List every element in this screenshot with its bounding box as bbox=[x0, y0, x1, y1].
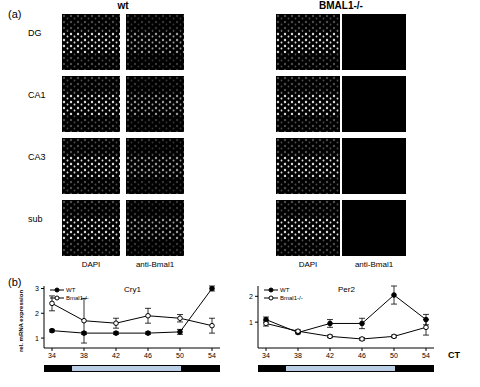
svg-text:42: 42 bbox=[326, 352, 334, 359]
html-text:anti-Bmal1: anti-Bmal1 bbox=[354, 260, 394, 269]
svg-text:2: 2 bbox=[249, 293, 253, 300]
html-text:WT: WT bbox=[66, 287, 76, 293]
svg-text:1: 1 bbox=[249, 319, 253, 326]
html-text:Per2: Per2 bbox=[338, 285, 355, 294]
html-text:WT: WT bbox=[280, 287, 290, 293]
svg-text:1: 1 bbox=[35, 335, 39, 342]
html-text:wt: wt bbox=[117, 0, 129, 11]
svg-text:54: 54 bbox=[208, 352, 216, 359]
svg-text:38: 38 bbox=[80, 352, 88, 359]
svg-text:50: 50 bbox=[176, 352, 184, 359]
html-text:Bmal1-/-: Bmal1-/- bbox=[280, 295, 303, 301]
svg-text:46: 46 bbox=[144, 352, 152, 359]
svg-text:50: 50 bbox=[390, 352, 398, 359]
html-text:anti-Bmal1: anti-Bmal1 bbox=[135, 260, 175, 269]
html-text:DAPI: DAPI bbox=[298, 260, 318, 269]
html-text:DAPI: DAPI bbox=[81, 260, 101, 269]
svg-text:34: 34 bbox=[48, 352, 56, 359]
html-text:Bmal1-/-: Bmal1-/- bbox=[66, 295, 89, 301]
html-text:sub: sub bbox=[28, 214, 43, 224]
svg-text:3: 3 bbox=[35, 285, 39, 292]
html-text:(b): (b) bbox=[8, 276, 22, 288]
html-text:Cry1: Cry1 bbox=[124, 285, 141, 294]
html-text:CA1: CA1 bbox=[28, 90, 46, 100]
svg-text:34: 34 bbox=[262, 352, 270, 359]
svg-text:54: 54 bbox=[422, 352, 430, 359]
html-text:CT: CT bbox=[448, 350, 460, 360]
html-text:BMAL1-/-: BMAL1-/- bbox=[319, 0, 363, 11]
html-text:DG: DG bbox=[28, 28, 42, 38]
svg-text:2: 2 bbox=[35, 310, 39, 317]
svg-text:42: 42 bbox=[112, 352, 120, 359]
html-text:rel. mRNA expression: rel. mRNA expression bbox=[18, 289, 24, 353]
html-text:CA3: CA3 bbox=[28, 152, 46, 162]
html-text:(a): (a) bbox=[8, 8, 22, 20]
svg-text:46: 46 bbox=[358, 352, 366, 359]
svg-text:38: 38 bbox=[294, 352, 302, 359]
